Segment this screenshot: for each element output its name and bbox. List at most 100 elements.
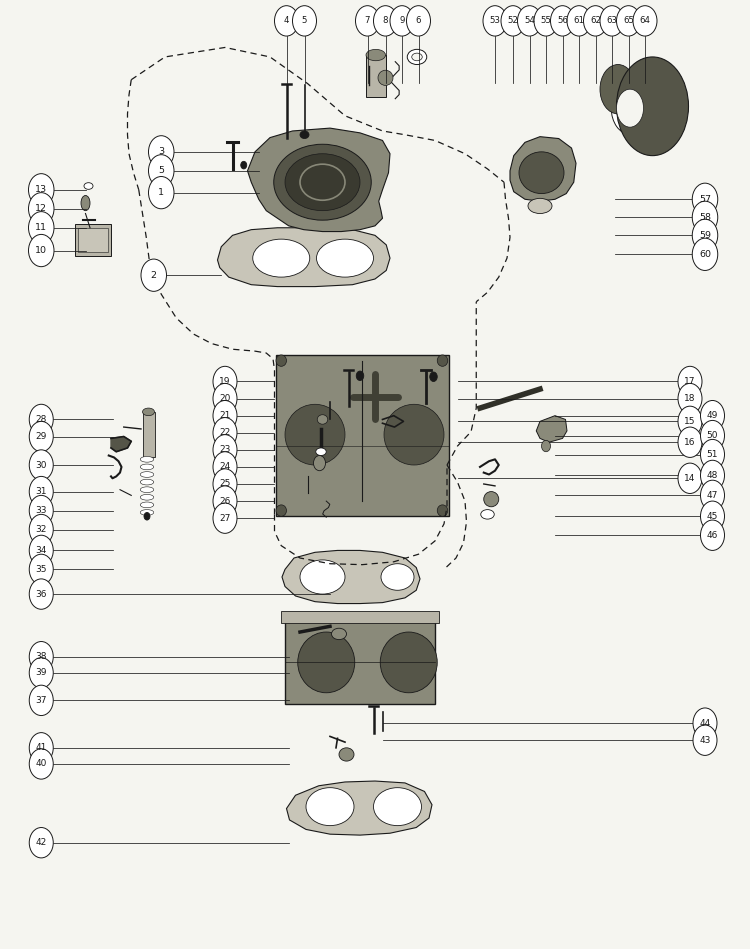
Circle shape [29, 685, 53, 716]
Ellipse shape [274, 144, 371, 220]
Text: 62: 62 [590, 16, 601, 26]
Circle shape [29, 579, 53, 609]
Text: 16: 16 [684, 437, 696, 447]
Circle shape [678, 463, 702, 493]
Polygon shape [217, 228, 390, 287]
Text: 61: 61 [574, 16, 584, 26]
Ellipse shape [339, 748, 354, 761]
Text: 38: 38 [35, 652, 47, 661]
Circle shape [141, 259, 166, 291]
Ellipse shape [140, 456, 154, 462]
Text: 14: 14 [684, 474, 696, 483]
Text: 22: 22 [219, 428, 231, 437]
Text: 40: 40 [35, 759, 47, 769]
Ellipse shape [276, 505, 286, 516]
Polygon shape [286, 781, 432, 835]
Circle shape [534, 6, 558, 36]
Circle shape [213, 383, 237, 414]
Circle shape [274, 6, 298, 36]
Text: 39: 39 [35, 668, 47, 678]
Text: 26: 26 [219, 496, 231, 506]
Circle shape [678, 383, 702, 414]
Text: 32: 32 [35, 525, 47, 534]
Ellipse shape [616, 89, 644, 127]
Circle shape [633, 6, 657, 36]
Circle shape [692, 219, 718, 251]
Text: 48: 48 [706, 471, 718, 480]
Text: 20: 20 [219, 394, 231, 403]
Circle shape [700, 520, 724, 550]
Text: 29: 29 [35, 432, 47, 441]
Polygon shape [510, 137, 576, 201]
Circle shape [28, 212, 54, 244]
Text: 9: 9 [399, 16, 405, 26]
Ellipse shape [356, 371, 364, 381]
Circle shape [148, 136, 174, 168]
Ellipse shape [381, 564, 414, 590]
Text: 1: 1 [158, 188, 164, 197]
Circle shape [29, 749, 53, 779]
Ellipse shape [300, 131, 309, 139]
Circle shape [148, 155, 174, 187]
Circle shape [600, 6, 624, 36]
Circle shape [213, 435, 237, 465]
Circle shape [213, 469, 237, 499]
Ellipse shape [316, 448, 326, 456]
Circle shape [29, 733, 53, 763]
Text: 24: 24 [219, 462, 231, 472]
Circle shape [29, 514, 53, 545]
Ellipse shape [380, 632, 437, 693]
Ellipse shape [144, 512, 150, 520]
Ellipse shape [481, 510, 494, 519]
Text: 65: 65 [623, 16, 634, 26]
Text: 46: 46 [706, 530, 718, 540]
Text: 4: 4 [284, 16, 290, 26]
Ellipse shape [276, 355, 286, 366]
Circle shape [550, 6, 574, 36]
Text: 3: 3 [158, 147, 164, 157]
Circle shape [692, 201, 718, 233]
Text: 27: 27 [219, 513, 231, 523]
Text: 42: 42 [36, 838, 46, 847]
Circle shape [700, 400, 724, 431]
Text: 53: 53 [490, 16, 500, 26]
Text: 25: 25 [219, 479, 231, 489]
Ellipse shape [437, 355, 448, 366]
Ellipse shape [528, 198, 552, 214]
Ellipse shape [285, 404, 345, 465]
Circle shape [678, 427, 702, 457]
Ellipse shape [140, 472, 154, 477]
Circle shape [483, 6, 507, 36]
Text: 59: 59 [699, 231, 711, 240]
Circle shape [213, 503, 237, 533]
Text: 43: 43 [699, 735, 711, 745]
Circle shape [567, 6, 591, 36]
Circle shape [29, 535, 53, 566]
Circle shape [29, 476, 53, 507]
Text: 58: 58 [699, 213, 711, 222]
Text: 55: 55 [541, 16, 551, 26]
Text: 35: 35 [35, 565, 47, 574]
FancyBboxPatch shape [281, 611, 439, 623]
Polygon shape [536, 416, 567, 442]
Text: 18: 18 [684, 394, 696, 403]
FancyBboxPatch shape [75, 224, 111, 256]
Text: 54: 54 [524, 16, 535, 26]
Ellipse shape [484, 492, 499, 507]
Ellipse shape [140, 487, 154, 493]
Circle shape [678, 406, 702, 437]
Ellipse shape [384, 404, 444, 465]
Ellipse shape [600, 65, 636, 114]
Circle shape [700, 420, 724, 451]
Circle shape [700, 480, 724, 511]
Ellipse shape [407, 49, 427, 65]
Text: 12: 12 [35, 204, 47, 214]
Ellipse shape [140, 510, 154, 515]
Ellipse shape [332, 628, 346, 640]
Text: 44: 44 [699, 718, 711, 728]
Text: 57: 57 [699, 195, 711, 204]
Ellipse shape [378, 70, 393, 85]
Circle shape [29, 450, 53, 480]
Ellipse shape [140, 494, 154, 500]
Circle shape [584, 6, 608, 36]
